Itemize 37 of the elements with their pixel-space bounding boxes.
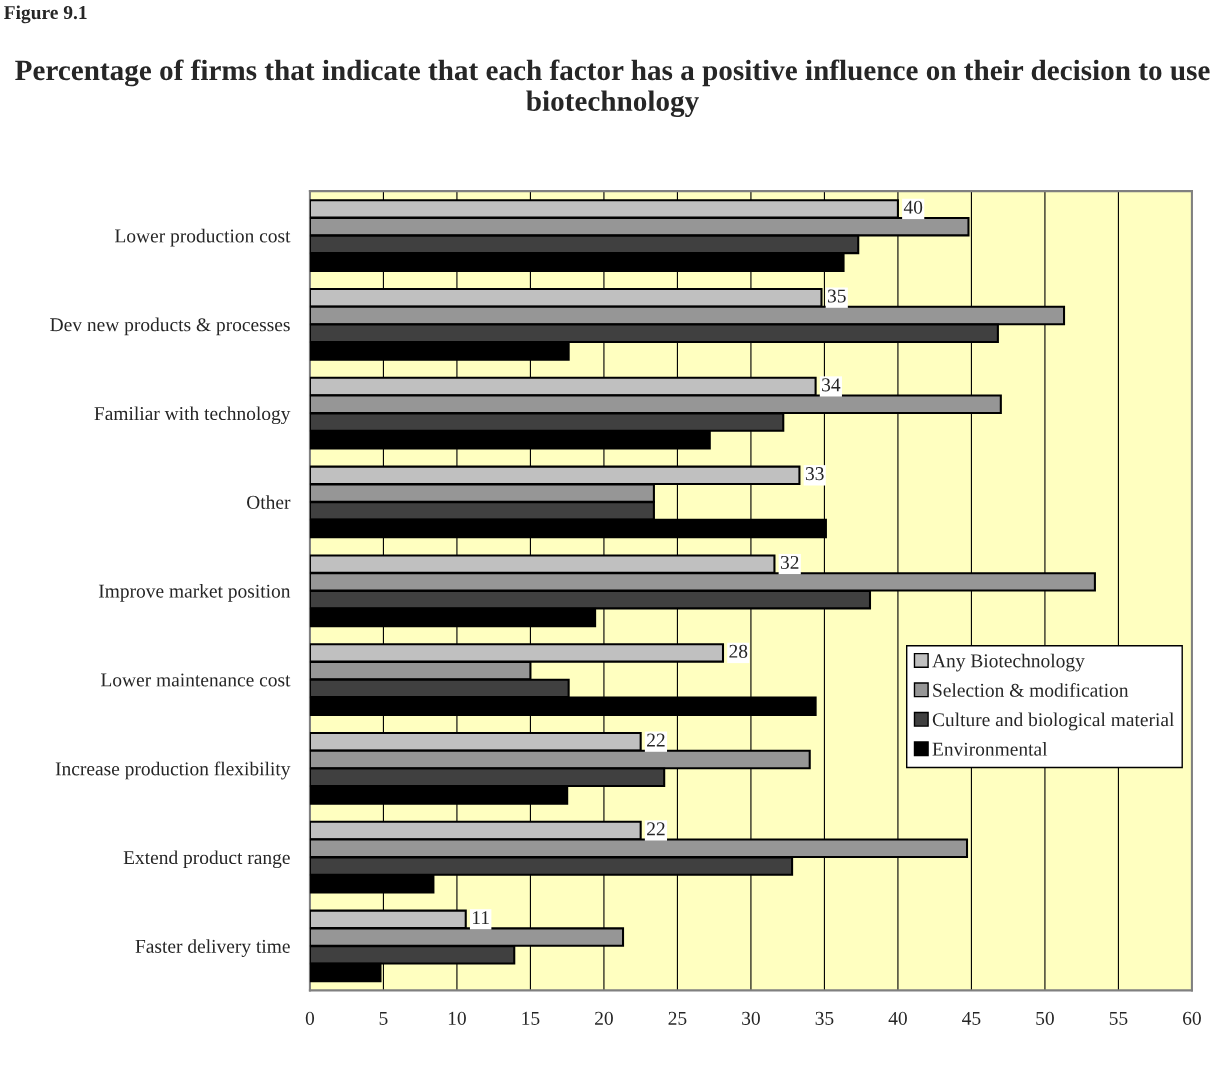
y-tick-label: Familiar with technology	[94, 406, 291, 425]
data-label: 11	[473, 911, 489, 924]
x-tick-label: 25	[668, 1011, 687, 1025]
x-tick-label: 50	[1036, 1011, 1054, 1025]
x-tick-label: 45	[962, 1011, 981, 1025]
x-tick-label: 15	[522, 1011, 540, 1025]
x-tick-label: 60	[1183, 1011, 1201, 1025]
y-tick-label: Lower maintenance cost	[100, 673, 291, 687]
data-label: 22	[647, 733, 665, 747]
x-tick-label: 40	[888, 1011, 907, 1025]
legend-label: Culture and biological material	[932, 712, 1175, 731]
y-tick-label: Increase production flexibility	[55, 761, 291, 780]
data-label: 34	[822, 378, 841, 392]
data-label: 32	[780, 555, 799, 569]
data-label: 33	[805, 467, 824, 481]
y-tick-label: Extend product range	[123, 850, 290, 869]
y-tick-label: Dev new products & processes	[50, 317, 290, 336]
x-tick-label: 5	[379, 1011, 388, 1025]
y-tick-label: Lower production cost	[115, 228, 291, 247]
caption: Figure 9.1	[4, 5, 87, 24]
x-tick-label: 20	[595, 1011, 613, 1025]
data-label: 40	[903, 200, 923, 214]
x-tick-label: 30	[742, 1011, 760, 1025]
x-tick-label: 35	[815, 1011, 834, 1025]
legend-label: Environmental	[932, 742, 1048, 756]
x-tick-label: 10	[448, 1011, 466, 1025]
legend-label: Any Biotechnology	[932, 653, 1085, 672]
y-tick-label: Faster delivery time	[135, 939, 290, 957]
y-tick-label: Improve market position	[98, 584, 291, 602]
chart-title: Percentage of firms that indicate that each factor has a positive influence on their decision to use biotechnology	[15, 59, 1210, 118]
data-label: 35	[827, 289, 846, 303]
y-tick-label: Other	[247, 495, 291, 509]
x-tick-label: 0	[305, 1011, 315, 1025]
data-label: 22	[647, 822, 665, 836]
data-label: 28	[729, 644, 748, 658]
x-tick-label: 55	[1109, 1011, 1128, 1025]
legend-label: Selection & modification	[933, 682, 1129, 697]
